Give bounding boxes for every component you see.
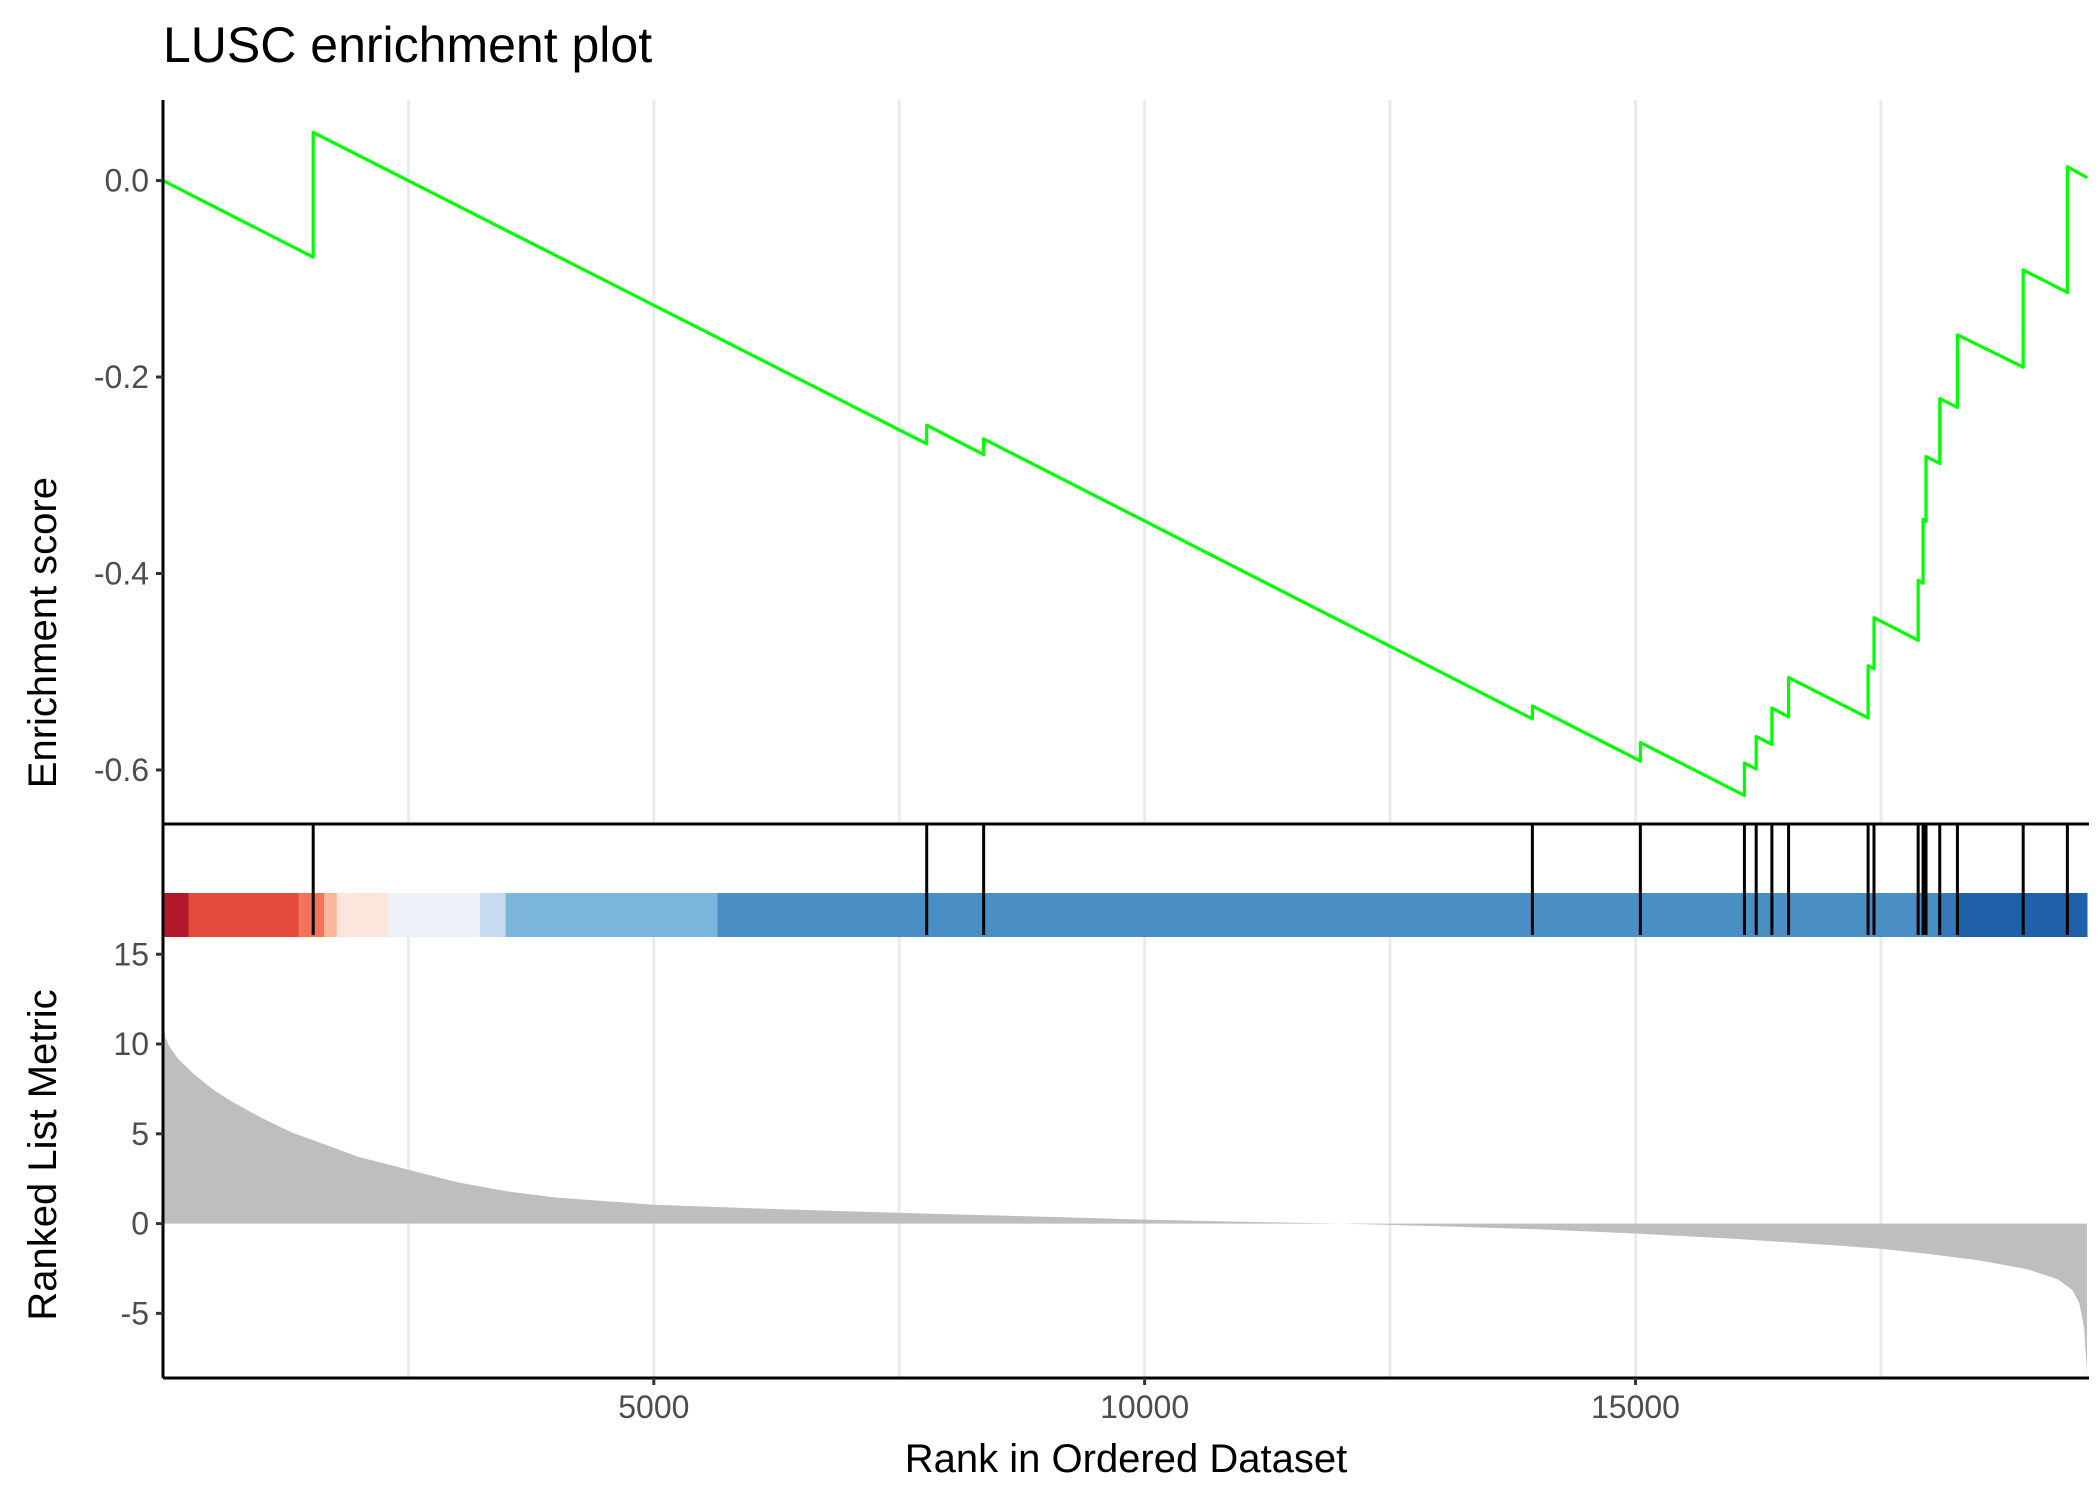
gene-hit-markers: [311, 825, 2069, 935]
ranked-y-tick-label: 15: [113, 936, 149, 972]
enrichment-y-tick-label: 0.0: [105, 163, 149, 199]
x-axis-title: Rank in Ordered Dataset: [905, 1437, 1347, 1481]
color-bar-segment: [480, 893, 507, 937]
color-bar-segment: [505, 893, 719, 937]
color-bar-segment: [388, 893, 481, 937]
color-bar-segment: [1937, 893, 1958, 937]
color-bar-segment: [298, 893, 325, 937]
color-bar-segment: [323, 893, 338, 937]
ranked-y-tick-label: 0: [131, 1206, 149, 1242]
color-bar-segment: [336, 893, 390, 937]
ranked-y-tick-label: 10: [113, 1026, 149, 1062]
grid-lines: [406, 100, 1883, 1378]
x-tick-label: 15000: [1591, 1389, 1680, 1425]
enrichment-y-tick-label: -0.6: [94, 752, 149, 788]
ranked-y-tick-label: -5: [121, 1295, 149, 1331]
enrichment-y-axis-title: Enrichment score: [21, 477, 65, 788]
x-tick-label: 10000: [1100, 1389, 1189, 1425]
color-bar-segment: [717, 893, 1939, 937]
enrichment-y-tick-label: -0.4: [94, 555, 149, 591]
ranked-y-tick-label: 5: [131, 1116, 149, 1152]
x-tick-label: 5000: [618, 1389, 689, 1425]
color-bar-segment: [163, 893, 190, 937]
tick-labels: 0.0 -0.2 -0.4 -0.6 15 10 5 0 -5 5000 10000 15000: [94, 163, 1680, 1425]
enrichment-score-line: [162, 130, 2088, 798]
axes: [161, 100, 2089, 1380]
color-bar-segment: [188, 893, 299, 937]
rank-color-bar: [163, 893, 2088, 937]
enrichment-score-layer: [162, 130, 2088, 798]
ranked-y-axis-title: Ranked List Metric: [21, 989, 65, 1320]
enrichment-y-tick-label: -0.2: [94, 359, 149, 395]
chart-title: LUSC enrichment plot: [163, 17, 652, 73]
